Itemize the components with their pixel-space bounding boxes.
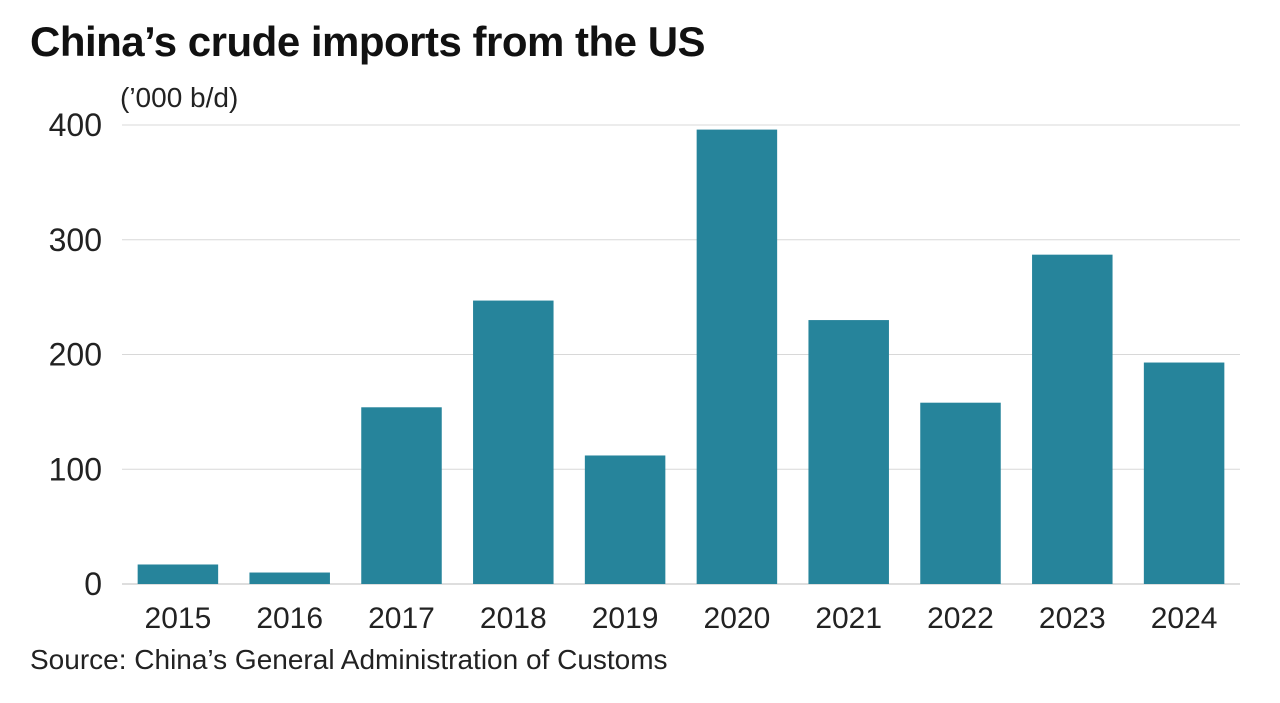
- chart-title: China’s crude imports from the US: [30, 18, 706, 65]
- y-tick-label: 300: [49, 222, 102, 258]
- x-tick-label: 2020: [704, 602, 771, 635]
- bar-2019: [584, 455, 666, 584]
- y-axis-ticks: 0 100 200 300 400: [49, 107, 102, 602]
- bar-2024: [1143, 362, 1225, 584]
- x-tick-label: 2021: [815, 602, 882, 635]
- bar-2023: [1032, 254, 1113, 585]
- x-tick-label: 2018: [480, 602, 547, 635]
- x-tick-label: 2023: [1039, 602, 1106, 635]
- x-tick-label: 2019: [592, 602, 659, 635]
- bar-2018: [473, 300, 554, 584]
- y-axis-unit: (’000 b/d): [120, 82, 239, 113]
- bar-2021: [808, 320, 889, 584]
- y-tick-label: 0: [84, 566, 102, 602]
- y-tick-label: 200: [49, 337, 102, 373]
- x-axis-ticks: 2015 2016 2017 2018 2019 2020 2021 2022 2023 2024: [145, 602, 1218, 635]
- bars: [137, 129, 1225, 585]
- y-tick-label: 400: [49, 107, 102, 143]
- y-tick-label: 100: [49, 451, 102, 487]
- x-tick-label: 2017: [368, 602, 435, 635]
- bar-2016: [249, 572, 330, 584]
- bar-2015: [137, 564, 219, 584]
- x-tick-label: 2024: [1151, 602, 1218, 635]
- bar-2017: [361, 407, 442, 584]
- source-note: Source: China’s General Administration o…: [30, 644, 668, 675]
- bar-2022: [920, 402, 1001, 584]
- x-tick-label: 2015: [145, 602, 212, 635]
- bar-2020: [696, 129, 778, 584]
- x-tick-label: 2022: [927, 602, 994, 635]
- x-tick-label: 2016: [256, 602, 323, 635]
